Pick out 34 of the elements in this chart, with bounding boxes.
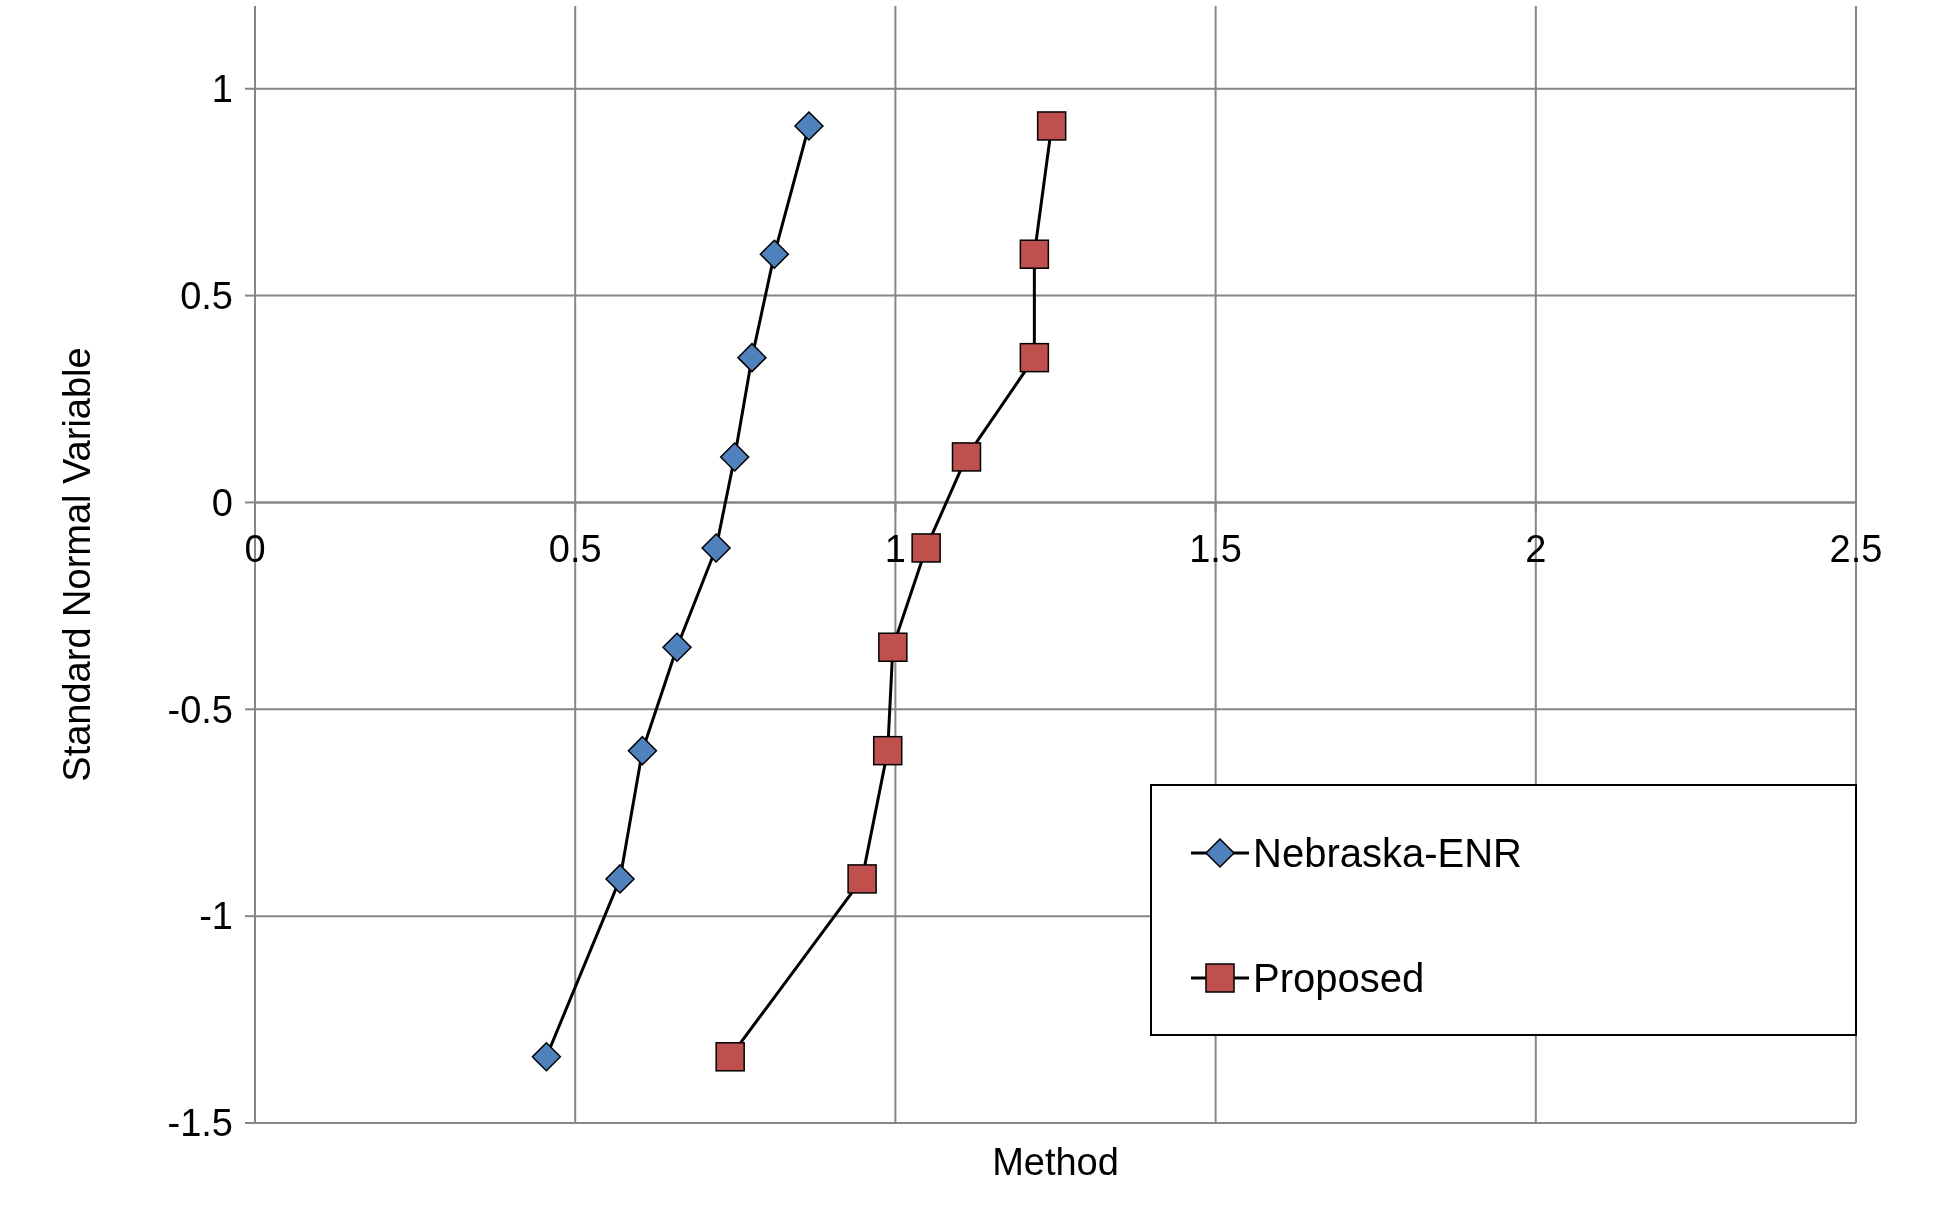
point xyxy=(719,442,750,472)
point xyxy=(627,735,658,766)
point xyxy=(737,342,767,373)
y-tick-label: -0.5 xyxy=(167,688,233,731)
point xyxy=(1036,111,1067,141)
point xyxy=(794,111,824,141)
point xyxy=(759,239,790,269)
x-tick-label: 0.5 xyxy=(548,528,602,571)
point xyxy=(531,1042,562,1072)
point xyxy=(878,632,908,662)
point xyxy=(1019,342,1050,373)
legend-label: Nebraska-ENR xyxy=(1253,831,1522,875)
y-axis-title: Standard Normal Variable xyxy=(56,347,98,782)
point xyxy=(701,533,731,563)
point xyxy=(662,632,692,662)
y-tick-label: -1.5 xyxy=(167,1102,233,1145)
point xyxy=(911,533,941,563)
point xyxy=(951,442,982,472)
x-tick-label: 1 xyxy=(884,528,906,571)
point xyxy=(872,735,903,766)
point xyxy=(1019,239,1050,269)
y-tick-label: 0.5 xyxy=(180,274,233,317)
y-tick-label: -1 xyxy=(199,895,233,938)
point xyxy=(605,864,635,894)
x-axis-title: Method xyxy=(992,1141,1119,1183)
point xyxy=(715,1042,745,1072)
y-tick-label: 0 xyxy=(211,481,233,524)
y-tick-label: 1 xyxy=(211,68,233,111)
point xyxy=(847,864,877,894)
x-tick-label: 0 xyxy=(244,528,266,571)
x-tick-label: 2 xyxy=(1525,528,1547,571)
legend-label: Proposed xyxy=(1253,956,1425,1000)
x-tick-label: 2.5 xyxy=(1829,528,1883,571)
x-tick-label: 1.5 xyxy=(1189,528,1243,571)
